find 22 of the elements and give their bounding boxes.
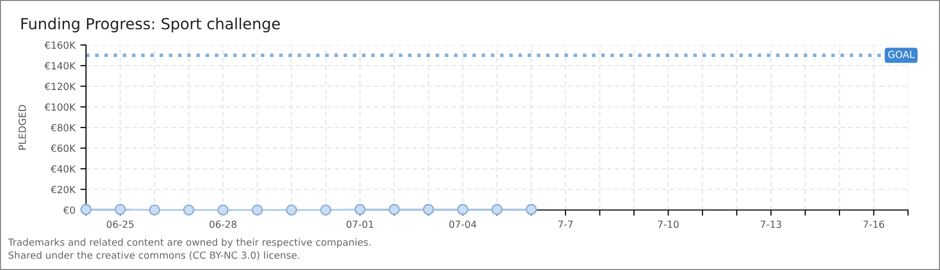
y-tick-label: €20K — [50, 186, 76, 194]
y-tick-label: €120K — [44, 82, 76, 90]
x-tick-label: 07-01 — [346, 220, 374, 228]
y-tick-label: €160K — [44, 41, 76, 49]
ref-line-label: GOAL — [888, 50, 915, 58]
x-tick-label: 7-10 — [658, 220, 679, 228]
y-tick-label: €0 — [63, 206, 75, 214]
y-tick-label: €40K — [50, 165, 76, 173]
y-tick-label: €100K — [44, 103, 76, 111]
x-tick-label: 07-04 — [449, 220, 476, 228]
x-tick-label: 06-28 — [210, 220, 236, 228]
x-tick-label: 06-25 — [106, 220, 134, 228]
chart-title: Funding Progress: Sport challenge — [22, 18, 280, 32]
x-tick-label: 7-16 — [864, 220, 884, 228]
y-axis-title: PLEDGED — [18, 105, 26, 150]
y-tick-label: €140K — [44, 62, 76, 70]
text: Shared under the creative commons (CC BY-NC 3.0) license. — [8, 251, 300, 260]
y-tick-label: €60K — [50, 144, 76, 152]
x-tick-label: 7-13 — [760, 220, 782, 228]
y-tick-label: €80K — [50, 124, 76, 132]
text: Trademarks and related content are owned by their respective companies. — [8, 238, 370, 248]
x-tick-label: 7-7 — [558, 220, 573, 228]
